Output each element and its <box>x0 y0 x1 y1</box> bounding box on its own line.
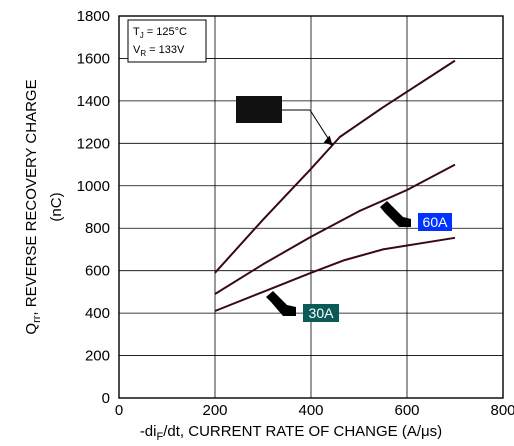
grid-lines <box>119 16 503 398</box>
series-label-box-top <box>236 96 282 123</box>
y-axis-title: Qrr, REVERSE RECOVERY CHARGE <box>23 79 43 334</box>
y-tick-1400: 1400 <box>77 93 110 110</box>
pointer-marker-60a <box>380 201 411 227</box>
pointer-marker-30a <box>266 291 296 316</box>
x-tick-400: 400 <box>298 402 323 419</box>
series-line-top <box>214 59 456 274</box>
x-tick-200: 200 <box>202 402 227 419</box>
conditions-frame <box>127 19 207 63</box>
series-label-60a: 60A <box>423 214 449 230</box>
plot-frame <box>118 15 504 399</box>
series-line-30a <box>214 236 456 312</box>
x-axis-title: -diF/dt, CURRENT RATE OF CHANGE (A/μs) <box>140 423 442 443</box>
y-tick-1800: 1800 <box>77 8 110 25</box>
y-tick-400: 400 <box>85 305 110 322</box>
conditions-box: TJ = 125°C VR = 133V <box>127 19 207 63</box>
y-tick-600: 600 <box>85 263 110 280</box>
series-label-box-30a <box>303 304 339 322</box>
x-tick-0: 0 <box>115 402 123 419</box>
y-tick-1600: 1600 <box>77 50 110 67</box>
y-tick-1200: 1200 <box>77 135 110 152</box>
condition-vr: VR = 133V <box>133 44 185 58</box>
y-tick-200: 200 <box>85 348 110 365</box>
series-line-60a <box>214 163 456 295</box>
y-tick-1000: 1000 <box>77 178 110 195</box>
pointer-arrowhead-top <box>323 135 333 146</box>
x-tick-800: 800 <box>490 402 514 419</box>
series-label-box-60a <box>418 213 452 231</box>
y-axis-unit: (nC) <box>48 192 65 221</box>
y-tick-800: 800 <box>85 220 110 237</box>
y-tick-labels: 0 200 400 600 800 1000 1200 1400 1600 1800 <box>77 8 110 407</box>
series-curves <box>214 59 456 312</box>
x-tick-labels: 0 200 400 600 800 <box>115 402 514 419</box>
annotations: 60A 30A <box>236 96 452 322</box>
y-tick-0: 0 <box>102 390 110 407</box>
condition-tj: TJ = 125°C <box>133 26 187 40</box>
series-label-30a: 30A <box>309 305 335 321</box>
x-tick-600: 600 <box>394 402 419 419</box>
